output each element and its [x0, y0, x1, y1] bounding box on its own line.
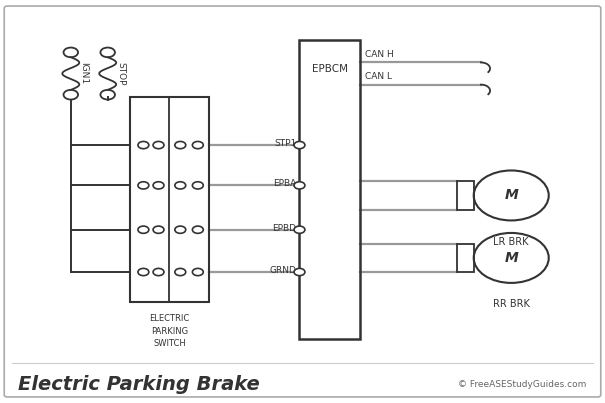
Circle shape [175, 141, 186, 149]
Circle shape [153, 141, 164, 149]
Text: © FreeASEStudyGuides.com: © FreeASEStudyGuides.com [459, 380, 587, 389]
Text: CAN L: CAN L [365, 73, 392, 81]
Text: RR BRK: RR BRK [493, 299, 529, 309]
Circle shape [192, 226, 203, 233]
Text: EPBCM: EPBCM [312, 64, 348, 75]
Circle shape [192, 268, 203, 276]
Circle shape [294, 268, 305, 276]
FancyBboxPatch shape [4, 6, 601, 397]
Text: M: M [505, 251, 518, 265]
Circle shape [153, 268, 164, 276]
Text: STP1: STP1 [274, 139, 296, 148]
Circle shape [294, 141, 305, 149]
Circle shape [294, 182, 305, 189]
Circle shape [138, 141, 149, 149]
Circle shape [294, 226, 305, 233]
Circle shape [175, 268, 186, 276]
Text: IGN1: IGN1 [79, 62, 88, 85]
Circle shape [138, 182, 149, 189]
Text: M: M [505, 189, 518, 202]
Bar [130, 97, 209, 302]
Bar [457, 181, 474, 210]
Circle shape [138, 226, 149, 233]
Text: STOP: STOP [116, 62, 125, 85]
Circle shape [192, 182, 203, 189]
Text: GRND: GRND [270, 266, 296, 275]
Bar [457, 244, 474, 272]
Text: ELECTRIC
PARKING
SWITCH: ELECTRIC PARKING SWITCH [149, 314, 189, 348]
Circle shape [153, 226, 164, 233]
Circle shape [153, 182, 164, 189]
Circle shape [138, 268, 149, 276]
Text: CAN H: CAN H [365, 50, 394, 59]
Text: EPBD: EPBD [272, 224, 296, 233]
Bar [299, 40, 360, 339]
Circle shape [175, 226, 186, 233]
Circle shape [192, 141, 203, 149]
Text: Electric Parking Brake: Electric Parking Brake [18, 375, 260, 395]
Circle shape [175, 182, 186, 189]
Text: LR BRK: LR BRK [494, 237, 529, 247]
Text: EPBA: EPBA [273, 179, 296, 188]
